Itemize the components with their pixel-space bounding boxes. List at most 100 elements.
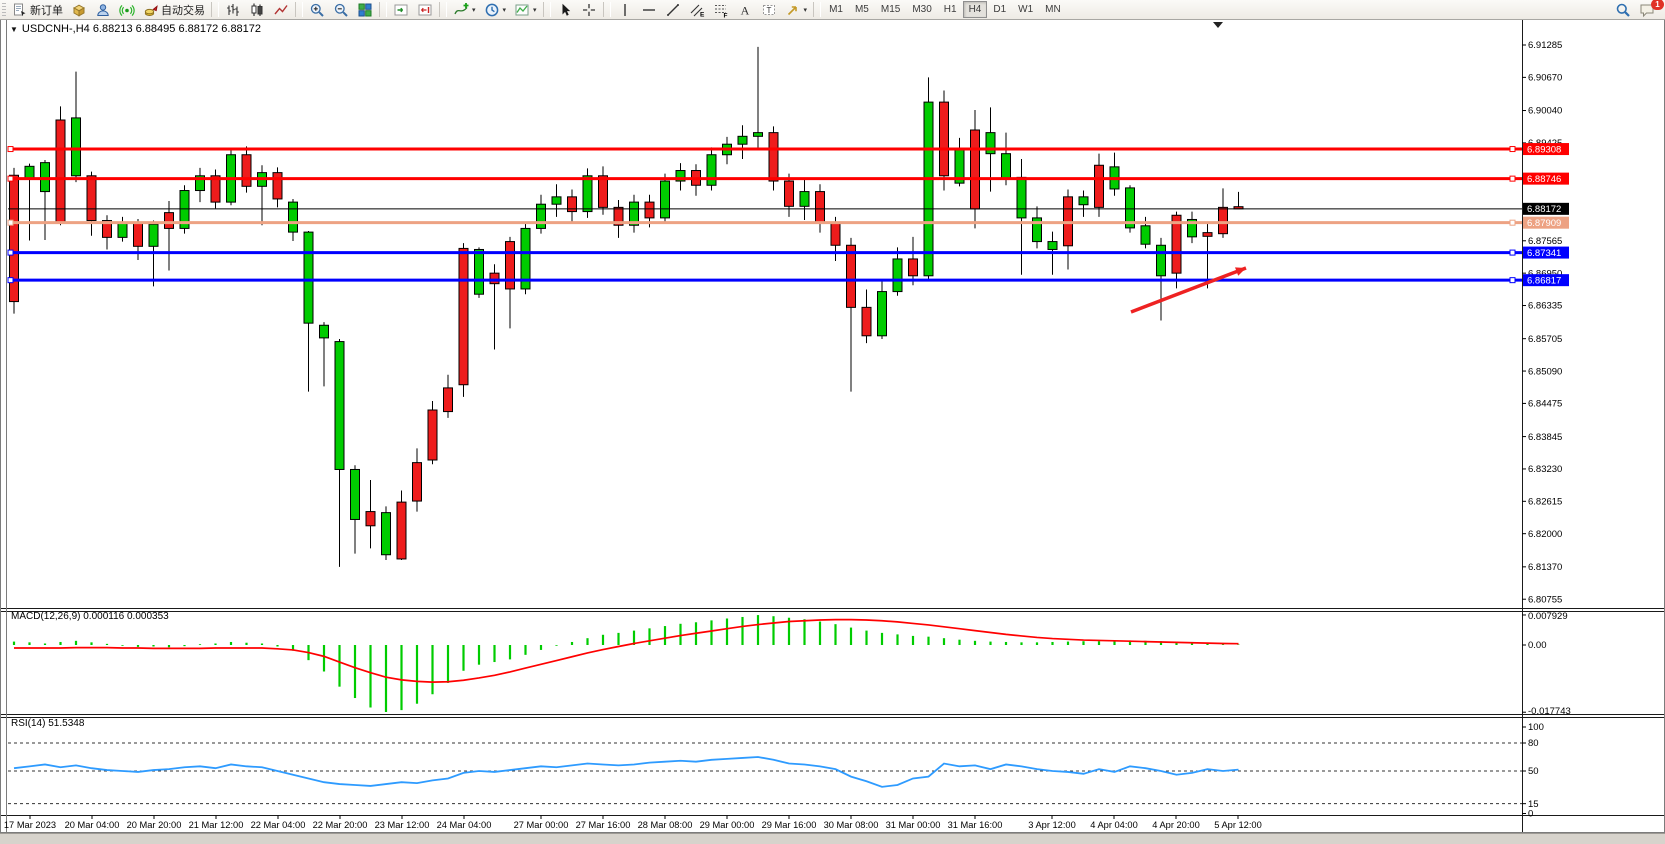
zoom-out-button[interactable] — [329, 1, 353, 18]
candle — [923, 101, 934, 277]
templates-button[interactable]: ▾ — [510, 1, 541, 18]
candle — [443, 387, 453, 413]
timeframe-button-h4[interactable]: H4 — [962, 1, 988, 18]
new-order-button[interactable]: 新订单 — [8, 1, 67, 18]
candle — [195, 175, 205, 192]
candle — [179, 190, 190, 229]
tile-windows-button[interactable] — [353, 1, 377, 18]
chevron-down-icon: ▾ — [533, 6, 537, 14]
price-tick-label: 6.80755 — [1528, 594, 1562, 605]
candle — [458, 247, 469, 386]
time-tick-label: 4 Apr 04:00 — [1090, 820, 1138, 830]
timeframe-button-h1[interactable]: H1 — [938, 1, 963, 18]
line-handle[interactable] — [7, 249, 14, 256]
horizontal-line-button[interactable] — [637, 1, 661, 18]
candle — [133, 222, 143, 247]
price-tick-label: 6.85705 — [1528, 334, 1562, 345]
zoom-in-button[interactable] — [305, 1, 329, 18]
chart-shift-button[interactable] — [413, 1, 437, 18]
price-flag — [1523, 216, 1569, 229]
zoom-in-icon — [310, 3, 324, 17]
candlestick-button[interactable] — [245, 1, 269, 18]
tile-windows-icon — [358, 3, 372, 16]
candle — [985, 132, 996, 155]
candle — [939, 101, 949, 177]
text-button[interactable]: A — [733, 1, 757, 18]
toolbar-buttons: 新订单 自动交易 ▾ ▾ ▾ E F A T ▾ M1 M5 M15 M30 H1 H4 D1 W1 MN — [0, 0, 1067, 19]
timeframe-button-m30[interactable]: M30 — [906, 1, 937, 18]
main-toolbar: 新订单 自动交易 ▾ ▾ ▾ E F A T ▾ M1 M5 M15 M30 H1 H4 D1 W1 MN 1 — [0, 0, 1665, 20]
vertical-line-icon — [623, 3, 626, 16]
text-label-button[interactable]: T — [757, 1, 781, 18]
line-chart-button[interactable] — [269, 1, 293, 18]
vertical-line-button[interactable] — [613, 1, 637, 18]
candle — [505, 241, 515, 290]
search-button[interactable] — [1611, 1, 1635, 18]
crosshair-button[interactable] — [577, 1, 601, 18]
price-flag — [1523, 202, 1569, 215]
candle — [644, 201, 655, 219]
autotrade-button[interactable]: 自动交易 — [139, 1, 209, 18]
price-tick-label: 6.84475 — [1528, 399, 1562, 410]
line-handle[interactable] — [7, 277, 14, 284]
profile-button[interactable] — [91, 1, 115, 18]
time-tick-label: 4 Apr 20:00 — [1152, 820, 1200, 830]
candle — [660, 180, 670, 219]
candle — [9, 174, 19, 303]
line-handle[interactable] — [1509, 146, 1516, 153]
auto-scroll-button[interactable] — [389, 1, 413, 18]
line-handle[interactable] — [1509, 277, 1516, 284]
templates-icon — [515, 4, 529, 15]
fibonacci-button[interactable]: F — [709, 1, 733, 18]
timeframe-button-m15[interactable]: M15 — [875, 1, 906, 18]
candle — [737, 135, 748, 145]
broadcast-button[interactable] — [115, 1, 139, 18]
timeframe-button-mn[interactable]: MN — [1039, 1, 1067, 18]
line-handle[interactable] — [1509, 175, 1516, 182]
time-tick-label: 22 Mar 20:00 — [313, 820, 368, 830]
price-flag — [1523, 246, 1569, 259]
cursor-button[interactable] — [553, 1, 577, 18]
candle — [86, 175, 97, 222]
symbol-dropdown-icon[interactable]: ▼ — [10, 25, 18, 34]
timeframe-button-w1[interactable]: W1 — [1012, 1, 1039, 18]
chevron-down-icon: ▾ — [472, 6, 476, 14]
time-tick-label: 23 Mar 12:00 — [375, 820, 430, 830]
timeframe-button-m5[interactable]: M5 — [849, 1, 875, 18]
candle — [861, 306, 872, 337]
bar-chart-button[interactable] — [221, 1, 245, 18]
arrow-object[interactable] — [1130, 266, 1247, 314]
macd-tick-label: 0.00 — [1528, 640, 1547, 651]
timeframe-button-d1[interactable]: D1 — [987, 1, 1012, 18]
price-flag-label: 6.88746 — [1527, 174, 1561, 185]
svg-text:E: E — [700, 11, 705, 18]
line-handle[interactable] — [7, 146, 14, 153]
rsi-tick-label: 50 — [1528, 766, 1539, 777]
line-handle[interactable] — [1509, 249, 1516, 256]
channel-button[interactable]: E — [685, 1, 709, 18]
trendline-button[interactable] — [661, 1, 685, 18]
package-button[interactable] — [67, 1, 91, 18]
candle — [1187, 218, 1197, 238]
timeframe-button-m1[interactable]: M1 — [823, 1, 849, 18]
macd-tick-label: 0.007929 — [1528, 611, 1568, 622]
toolbar-separator — [295, 2, 303, 17]
time-tick-label: 20 Mar 04:00 — [65, 820, 120, 830]
arrows-button[interactable]: ▾ — [781, 1, 812, 18]
toolbar-grip — [2, 2, 6, 17]
candle — [970, 129, 980, 210]
horizontal-line-icon — [642, 8, 655, 11]
rsi-line — [13, 756, 1239, 788]
candle — [365, 511, 376, 527]
candle — [71, 117, 81, 177]
indicators-button[interactable]: ▾ — [449, 1, 480, 18]
time-axis[interactable] — [1, 816, 1522, 832]
line-handle[interactable] — [7, 175, 14, 182]
periods-button[interactable]: ▾ — [480, 1, 511, 18]
candle — [210, 175, 221, 203]
line-handle[interactable] — [7, 219, 14, 226]
price-tick-label: 6.82000 — [1528, 529, 1562, 540]
candle — [1094, 164, 1104, 208]
candle — [877, 291, 887, 337]
line-handle[interactable] — [1509, 219, 1516, 226]
